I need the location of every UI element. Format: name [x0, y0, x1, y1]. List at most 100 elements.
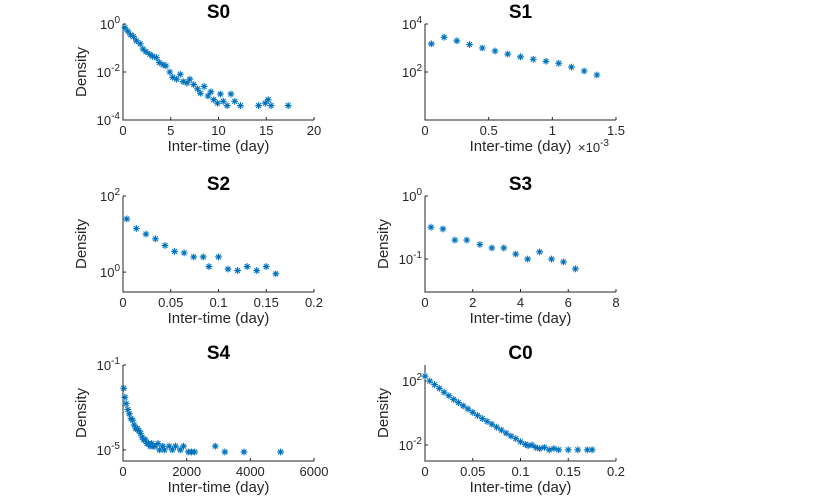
data-point	[132, 225, 140, 232]
x-tick-label: 1	[549, 123, 556, 138]
x-tick-label: 0.2	[305, 295, 323, 310]
data-point	[427, 223, 435, 231]
data-point	[529, 55, 537, 63]
data-point	[223, 102, 231, 109]
data-point	[231, 97, 239, 105]
data-point	[199, 253, 207, 261]
data-point	[240, 448, 248, 456]
data-point	[176, 446, 184, 454]
data-point	[214, 99, 221, 107]
data-point	[219, 97, 227, 105]
y-axis-label: Density	[375, 218, 392, 269]
data-point	[196, 89, 204, 97]
chart-title: S4	[207, 343, 231, 364]
x-tick-label: 0.15	[556, 464, 581, 479]
data-point	[169, 73, 177, 81]
data-point	[277, 448, 284, 456]
data-point	[445, 392, 453, 400]
data-point	[190, 81, 198, 88]
data-point	[524, 442, 532, 450]
data-point	[179, 78, 187, 85]
data-point	[507, 432, 515, 440]
data-point	[120, 384, 128, 392]
data-point	[568, 63, 575, 71]
x-axis-label: Inter-time (day)	[470, 310, 572, 327]
data-point	[165, 442, 173, 450]
chart-panel-s0: S0 0 5 10 15 20 10-4 10-2 100 Inter-time (day) Den…	[73, 2, 321, 155]
data-point	[151, 442, 159, 450]
data-point	[512, 250, 520, 258]
chart-panel-s3: S3 0 2 4 6 8 10-1 100 Inter-time (day) Density	[375, 174, 620, 327]
data-point	[191, 448, 199, 456]
x-tick-label: 0	[119, 295, 126, 310]
y-axis-label: Density	[73, 387, 90, 438]
data-point	[210, 96, 218, 104]
data-point	[574, 446, 582, 454]
chart-title: C0	[508, 343, 532, 364]
data-point	[524, 255, 532, 263]
data-point	[217, 90, 224, 98]
data-point	[122, 400, 130, 408]
data-point	[521, 440, 529, 448]
x-tick-label: 0.2	[607, 464, 625, 479]
data-point	[483, 417, 491, 425]
data-point	[148, 440, 156, 447]
y-tick-label: 100	[100, 15, 120, 32]
data-point	[532, 444, 540, 451]
data-point	[450, 396, 458, 403]
data-point	[488, 420, 496, 428]
y-tick-label: 102	[100, 187, 120, 204]
data-point	[504, 50, 512, 58]
y-tick-label: 104	[402, 15, 422, 32]
data-point	[153, 54, 160, 61]
data-point	[141, 436, 149, 444]
x-tick-label: 5	[167, 123, 174, 138]
data-point	[221, 448, 229, 456]
x-tick-label: 1.5	[607, 123, 625, 138]
chart-title: S2	[207, 174, 230, 195]
data-point	[548, 255, 555, 263]
data-point	[284, 102, 292, 109]
data-point	[123, 215, 131, 223]
data-point	[466, 41, 473, 48]
data-point	[493, 423, 501, 431]
data-point	[154, 440, 162, 447]
data-point	[190, 253, 198, 261]
data-point	[583, 446, 591, 454]
data-point	[572, 265, 579, 273]
data-point	[498, 426, 505, 434]
x-tick-label: 4	[517, 295, 524, 310]
x-tick-label: 0.15	[254, 295, 279, 310]
y-tick-label: 102	[402, 372, 422, 389]
y-tick-label: 100	[100, 263, 120, 280]
data-point	[183, 79, 191, 87]
data-point	[243, 263, 251, 270]
x-tick-label: 20	[307, 123, 321, 138]
x-axis-label: Inter-time (day)	[470, 479, 572, 496]
data-point	[176, 70, 184, 78]
data-point	[156, 446, 164, 454]
x-tick-label: 4000	[236, 464, 265, 479]
data-point	[564, 446, 572, 454]
data-point	[137, 429, 144, 437]
data-point	[560, 258, 567, 266]
chart-title: S0	[207, 2, 230, 23]
x-tick-label: 0.1	[511, 464, 529, 479]
data-point	[478, 44, 486, 52]
y-tick-label: 10-2	[97, 63, 121, 80]
data-point	[205, 263, 213, 270]
data-point	[237, 102, 244, 109]
data-point	[431, 381, 438, 388]
data-point	[166, 68, 174, 76]
data-point	[124, 27, 132, 35]
data-point	[234, 267, 241, 274]
data-point	[215, 253, 222, 261]
data-point	[152, 235, 159, 243]
x-tick-label: 8	[612, 295, 619, 310]
x-tick-label: 0.5	[480, 123, 498, 138]
chart-panel-s2: S2 0 0.05 0.1 0.15 0.2 100 102 Inter-time (day) D…	[73, 174, 323, 327]
x-tick-label: 0	[421, 123, 428, 138]
y-axis-label: Density	[73, 218, 90, 269]
x-tick-label: 0.05	[158, 295, 183, 310]
